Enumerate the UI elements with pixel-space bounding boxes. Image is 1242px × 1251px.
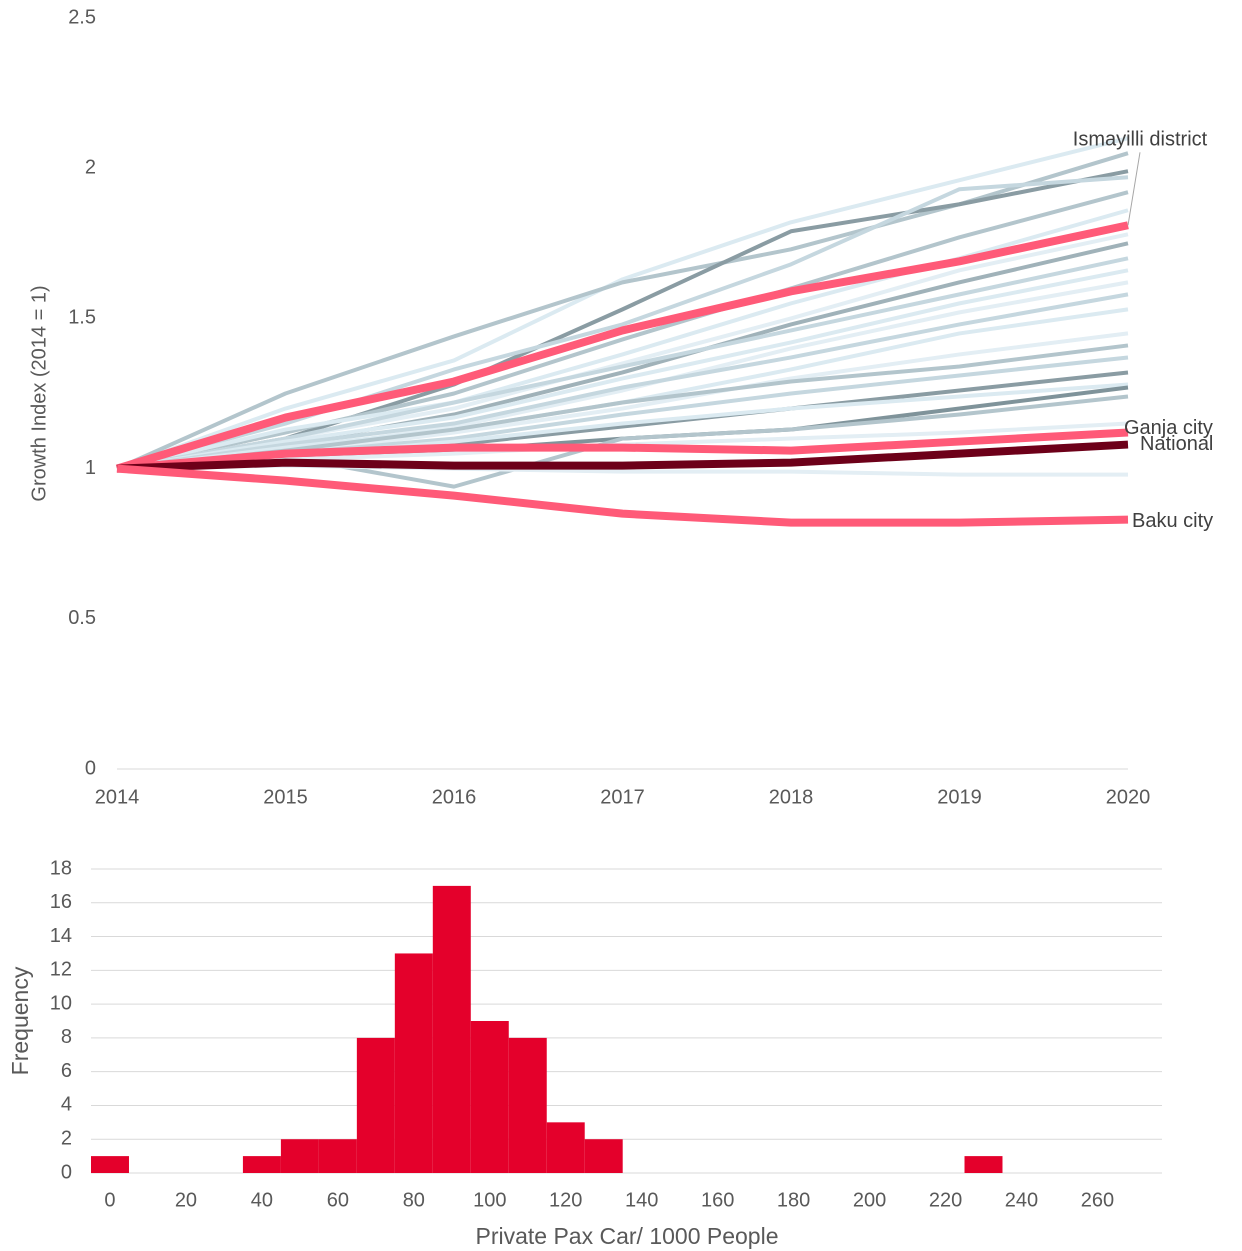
y-axis-label: Growth Index (2014 = 1) bbox=[28, 285, 50, 501]
y-tick-label: 0 bbox=[85, 757, 96, 779]
x-tick-label: 200 bbox=[853, 1189, 886, 1211]
histogram-bar bbox=[508, 1037, 547, 1173]
leader-line bbox=[1127, 152, 1141, 226]
histogram-bar bbox=[394, 953, 433, 1173]
x-tick-label: 2016 bbox=[432, 786, 477, 808]
histogram-bar bbox=[584, 1139, 623, 1173]
histogram-bar bbox=[546, 1122, 585, 1173]
district-line bbox=[116, 175, 1129, 471]
y-tick-label: 14 bbox=[50, 925, 72, 947]
x-tick-label: 20 bbox=[175, 1189, 197, 1211]
x-tick-label: 140 bbox=[625, 1189, 658, 1211]
x-tick-label: 160 bbox=[701, 1189, 734, 1211]
district-line bbox=[116, 190, 1129, 471]
x-tick-label: 260 bbox=[1081, 1189, 1114, 1211]
series-label: National bbox=[1140, 433, 1213, 455]
series-label: Ismayilli district bbox=[1073, 129, 1208, 151]
x-tick-label: 2019 bbox=[937, 786, 982, 808]
highlight-line bbox=[116, 428, 1129, 473]
x-tick-label: 100 bbox=[473, 1189, 506, 1211]
x-tick-label: 40 bbox=[251, 1189, 273, 1211]
district-line bbox=[116, 256, 1129, 471]
y-tick-label: 18 bbox=[50, 857, 72, 879]
y-tick-label: 2.5 bbox=[68, 6, 96, 28]
x-tick-label: 240 bbox=[1005, 1189, 1038, 1211]
y-tick-label: 16 bbox=[50, 891, 72, 913]
histogram-bar bbox=[242, 1156, 281, 1173]
histogram-bar bbox=[964, 1156, 1003, 1173]
y-tick-label: 2 bbox=[61, 1128, 72, 1150]
x-tick-label: 180 bbox=[777, 1189, 810, 1211]
histogram-bar bbox=[432, 885, 471, 1173]
histogram-bar bbox=[356, 1037, 395, 1173]
y-tick-label: 1 bbox=[85, 457, 96, 479]
highlight-line bbox=[116, 464, 1129, 527]
y-tick-label: 0 bbox=[61, 1161, 72, 1183]
histogram-bar bbox=[318, 1139, 357, 1173]
x-tick-label: 2017 bbox=[600, 786, 645, 808]
histogram-bar bbox=[280, 1139, 319, 1173]
histogram-bar bbox=[470, 1021, 509, 1173]
x-tick-label: 0 bbox=[104, 1189, 115, 1211]
y-tick-label: 4 bbox=[61, 1094, 72, 1116]
x-axis-label: Private Pax Car/ 1000 People bbox=[475, 1223, 778, 1249]
x-tick-label: 2014 bbox=[95, 786, 140, 808]
y-tick-label: 0.5 bbox=[68, 607, 96, 629]
highlight-line bbox=[115, 221, 1129, 473]
y-tick-label: 1.5 bbox=[68, 307, 96, 329]
y-tick-label: 2 bbox=[85, 156, 96, 178]
y-tick-label: 12 bbox=[50, 959, 72, 981]
x-tick-label: 2015 bbox=[263, 786, 308, 808]
x-tick-label: 60 bbox=[327, 1189, 349, 1211]
x-tick-label: 220 bbox=[929, 1189, 962, 1211]
x-tick-label: 80 bbox=[403, 1189, 425, 1211]
series-label: Ganja city bbox=[1124, 417, 1213, 439]
y-axis-label: Frequency bbox=[7, 966, 33, 1075]
x-tick-label: 120 bbox=[549, 1189, 582, 1211]
x-tick-label: 2018 bbox=[769, 786, 814, 808]
district-line bbox=[116, 136, 1129, 471]
x-tick-label: 2020 bbox=[1106, 786, 1151, 808]
y-tick-label: 10 bbox=[50, 992, 72, 1014]
y-tick-label: 8 bbox=[61, 1026, 72, 1048]
district-line bbox=[116, 292, 1129, 471]
highlight-line bbox=[116, 440, 1129, 473]
district-line bbox=[116, 268, 1129, 471]
series-label: Baku city bbox=[1132, 510, 1213, 532]
y-tick-label: 6 bbox=[61, 1060, 72, 1082]
histogram-bar bbox=[91, 1156, 129, 1173]
